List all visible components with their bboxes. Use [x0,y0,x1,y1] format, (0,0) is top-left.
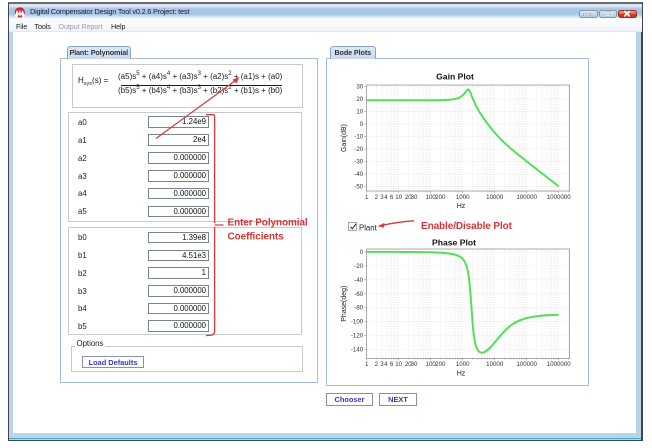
svg-text:4: 4 [384,361,388,368]
svg-text:-40: -40 [354,171,363,178]
svg-text:0: 0 [360,121,364,128]
svg-text:200: 200 [435,194,446,201]
svg-text:20: 20 [405,361,412,368]
svg-text:4: 4 [384,194,388,201]
svg-text:100: 100 [426,361,437,368]
svg-text:10: 10 [395,194,402,201]
svg-text:3: 3 [380,361,384,368]
svg-text:Phase Plot: Phase Plot [432,238,476,248]
svg-text:-20: -20 [354,263,363,270]
svg-text:-120: -120 [351,333,364,340]
svg-text:Coefficients: Coefficients [228,232,285,243]
svg-text:1000: 1000 [456,361,470,368]
svg-text:Gain Plot: Gain Plot [436,71,474,81]
svg-text:-100: -100 [351,319,364,326]
svg-text:-140: -140 [351,346,364,353]
svg-text:0: 0 [360,249,364,256]
svg-text:-40: -40 [354,277,363,284]
svg-text:3: 3 [380,194,384,201]
svg-text:100000: 100000 [516,194,537,201]
svg-text:2: 2 [375,361,379,368]
svg-text:-80: -80 [354,305,363,312]
svg-text:10000: 10000 [486,194,504,201]
svg-text:-20: -20 [354,146,363,153]
svg-text:1: 1 [365,361,369,368]
svg-text:6: 6 [390,194,394,201]
svg-text:2: 2 [375,194,379,201]
svg-text:Gain(dB): Gain(dB) [341,124,348,152]
svg-text:Hz: Hz [457,203,466,210]
svg-text:-30: -30 [354,159,363,166]
svg-text:Enable/Disable Plot: Enable/Disable Plot [421,221,513,232]
svg-text:-10: -10 [354,134,363,141]
svg-text:30: 30 [411,194,418,201]
svg-text:100: 100 [426,194,437,201]
svg-text:Plant: Plant [359,224,378,233]
svg-text:1000: 1000 [456,194,470,201]
svg-text:1000000: 1000000 [547,361,571,368]
svg-text:200: 200 [435,361,446,368]
svg-text:30: 30 [411,361,418,368]
svg-text:10000: 10000 [486,361,504,368]
svg-text:1: 1 [365,194,369,201]
svg-text:6: 6 [390,361,394,368]
svg-text:20: 20 [405,194,412,201]
svg-text:-60: -60 [354,291,363,298]
svg-text:10: 10 [356,109,363,116]
svg-text:20: 20 [356,96,363,103]
svg-text:30: 30 [356,84,363,91]
svg-text:Enter Polynomial: Enter Polynomial [228,218,308,229]
svg-text:100000: 100000 [516,361,537,368]
svg-text:1000000: 1000000 [547,194,571,201]
svg-text:-50: -50 [354,184,363,191]
svg-text:Phase(deg): Phase(deg) [341,286,348,322]
svg-text:10: 10 [395,361,402,368]
svg-text:Hz: Hz [457,370,466,377]
